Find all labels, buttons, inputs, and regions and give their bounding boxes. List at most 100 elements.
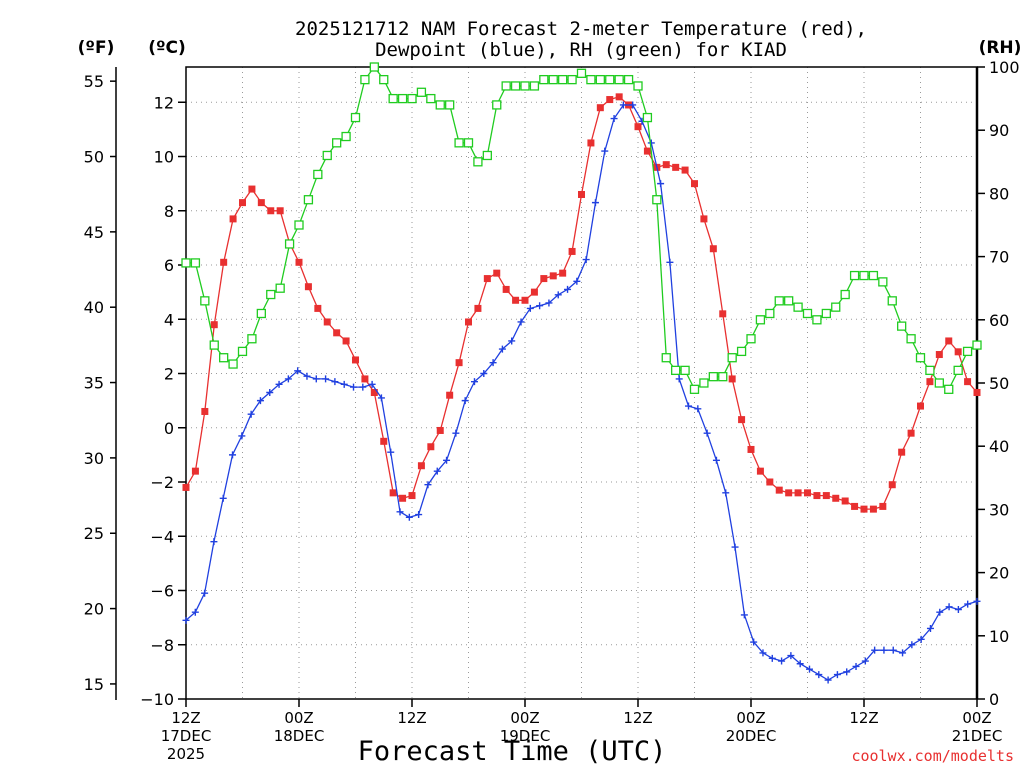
dewpoint-point (498, 345, 506, 353)
rh-point (887, 296, 897, 306)
dewpoint-point (936, 608, 944, 616)
x-tick-label: 2025 (167, 745, 205, 763)
rh-point (614, 74, 624, 85)
x-tick-label: 17DEC (161, 727, 212, 745)
rh-point (840, 289, 850, 300)
rh-point (558, 74, 568, 85)
dewpoint-point (312, 375, 320, 383)
c-tick-label: −6 (150, 582, 174, 601)
temp-point (201, 407, 209, 415)
right-axis-label: (RH) (979, 38, 1022, 58)
x-tick-label: 20DEC (726, 727, 777, 745)
rh-point (341, 131, 351, 142)
rh-point (275, 283, 285, 293)
rh-point (539, 74, 549, 85)
temp-point (879, 502, 887, 510)
temp-point (964, 378, 972, 386)
rh-tick-label: 90 (989, 121, 1009, 140)
temp-point (229, 215, 237, 223)
rh-point (671, 365, 681, 376)
dewpoint-point (601, 147, 609, 155)
f-tick-label: 25 (84, 524, 104, 543)
temp-point (756, 467, 764, 475)
dewpoint-point (610, 115, 618, 123)
rh-point (190, 258, 201, 268)
temp-point (239, 199, 246, 207)
rh-point (200, 296, 210, 306)
temp-point (606, 96, 614, 104)
rh-point (793, 302, 803, 312)
dewpoint-point (294, 367, 302, 375)
dewpoint-point (201, 589, 209, 597)
x-tick-label: 12Z (171, 709, 200, 727)
temp-point (898, 448, 906, 456)
c-tick-label: −8 (150, 636, 174, 655)
dewpoint-point (880, 646, 888, 654)
rh-tick-label: 70 (989, 248, 1009, 267)
temp-point (399, 494, 407, 502)
rh-point (689, 384, 700, 394)
dewpoint-point (191, 608, 199, 616)
dewpoint-point (517, 318, 525, 326)
temp-point (860, 505, 868, 513)
dewpoint-point (843, 668, 851, 676)
temp-point (794, 489, 802, 497)
c-tick-label: 0 (164, 419, 174, 438)
dewpoint-point (861, 657, 869, 665)
rh-point (360, 74, 370, 85)
c-tick-label: −4 (150, 527, 174, 546)
temp-point (832, 494, 840, 502)
dewpoint-point (536, 302, 544, 310)
dewpoint-point (415, 511, 423, 519)
dewpoint-point (852, 662, 860, 670)
c-tick-label: 12 (154, 93, 174, 112)
temp-point (380, 437, 388, 445)
rh-point (388, 93, 398, 104)
temp-point (474, 304, 482, 312)
dewpoint-point (229, 451, 237, 459)
dewpoint-point (545, 299, 553, 307)
dewpoint-point (238, 432, 246, 440)
x-tick-label: 00Z (510, 709, 539, 727)
rh-point (727, 353, 737, 363)
dewpoint-point (787, 652, 795, 660)
temp-point (248, 185, 256, 193)
c-tick-label: 8 (164, 202, 174, 221)
dewpoint-point (954, 605, 962, 613)
temp-point (738, 416, 746, 424)
dewpoint-point (778, 657, 786, 665)
rh-tick-label: 50 (989, 374, 1009, 393)
x-tick-label: 00Z (284, 709, 313, 727)
dewpoint-point (322, 375, 330, 383)
rh-point (802, 308, 813, 319)
temp-point (436, 426, 444, 434)
f-tick-label: 20 (84, 600, 104, 619)
temp-point (954, 348, 962, 356)
rh-point (209, 340, 219, 350)
f-tick-label: 15 (84, 675, 104, 694)
rh-point (256, 308, 266, 319)
dewpoint-point (424, 481, 432, 489)
dewpoint-point (796, 660, 804, 668)
temp-point (775, 486, 783, 494)
dewpoint-point (712, 456, 720, 464)
dewpoint-point (703, 429, 711, 437)
f-tick-label: 55 (84, 72, 104, 91)
temp-point (210, 321, 218, 329)
temp-point (785, 489, 793, 497)
title-line-2: Dewpoint (blue), RH (green) for KIAD (375, 39, 787, 61)
temp-point (304, 283, 312, 291)
series-dewpoint (182, 101, 981, 684)
temp-point (295, 258, 303, 266)
temp-point (276, 207, 284, 215)
temp-point (615, 93, 623, 101)
x-tick-label: 12Z (623, 709, 652, 727)
series-temperature (182, 93, 981, 513)
temp-point (888, 481, 896, 489)
dewpoint-point (284, 375, 292, 383)
rh-point (520, 81, 530, 91)
temp-point (747, 445, 755, 453)
dewpoint-point (722, 489, 730, 497)
dewpoint-point (275, 380, 283, 388)
